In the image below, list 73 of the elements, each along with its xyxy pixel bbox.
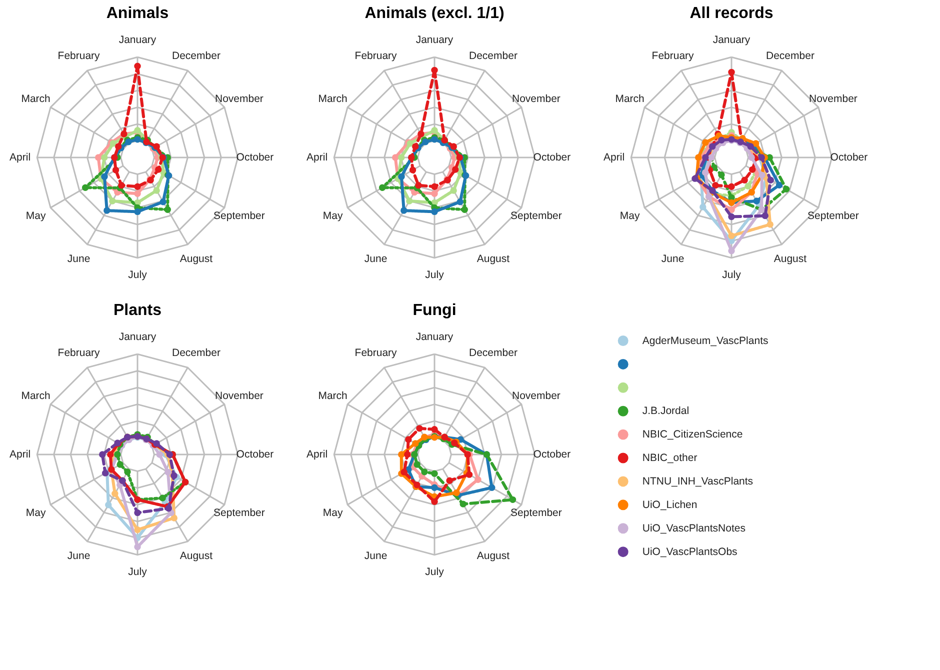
spoke-label: January: [712, 34, 751, 46]
spoke-label: May: [322, 507, 344, 520]
legend-label: J.B.Jordal: [642, 405, 690, 418]
spoke-label: January: [416, 331, 454, 344]
spoke-label: April: [10, 448, 31, 460]
spoke-label: April: [306, 448, 328, 460]
spoke-label: September: [214, 507, 266, 520]
spoke-label: February: [58, 50, 101, 62]
legend-label: NBIC_other: [642, 452, 698, 464]
spoke-label: May: [322, 210, 344, 222]
spoke-label: October: [236, 448, 274, 460]
spoke-label: February: [652, 50, 695, 62]
spoke-label: January: [118, 331, 157, 344]
spoke-label: December: [172, 50, 221, 62]
legend-label: AgderMuseum_VascPlants: [642, 334, 768, 347]
spoke-label: February: [354, 50, 398, 62]
chart-title: All records: [690, 5, 774, 22]
spoke-label: December: [469, 346, 518, 359]
spoke-label: July: [425, 566, 445, 578]
spoke-label: November: [512, 390, 561, 402]
spoke-label: January: [416, 34, 454, 46]
spoke-label: December: [766, 50, 815, 62]
spoke-label: July: [128, 566, 148, 578]
chart-title: Fungi: [412, 302, 456, 319]
spoke-label: July: [425, 268, 445, 281]
legend-label: NBIC_CitizenScience: [642, 428, 743, 441]
spoke-label: June: [67, 550, 90, 562]
legend-label: UiO_Lichen: [642, 498, 698, 511]
spoke-label: February: [354, 346, 398, 359]
spoke-label: September: [214, 210, 266, 222]
spoke-label: April: [306, 152, 328, 164]
chart-title: Animals: [106, 5, 169, 22]
spoke-label: August: [180, 550, 213, 562]
legend-label: UiO_VascPlantsNotes: [642, 522, 746, 534]
spoke-label: January: [118, 34, 157, 46]
spoke-label: August: [476, 253, 510, 266]
spoke-label: May: [620, 210, 640, 222]
spoke-label: December: [172, 346, 221, 359]
spoke-label: December: [469, 50, 518, 62]
chart-title: Animals (excl. 1/1): [364, 5, 504, 22]
legend-label: NTNU_INH_VascPlants: [642, 475, 754, 488]
spoke-label: November: [214, 390, 264, 402]
spoke-label: September: [510, 210, 562, 222]
spoke-label: July: [722, 268, 742, 281]
spoke-label: February: [58, 346, 101, 359]
spoke-label: June: [661, 253, 684, 266]
spoke-label: August: [476, 550, 510, 562]
legend-label: UiO_VascPlantsObs: [642, 546, 738, 558]
spoke-label: July: [128, 268, 148, 281]
spoke-label: October: [533, 152, 572, 164]
spoke-label: April: [10, 152, 31, 164]
spoke-label: March: [21, 92, 51, 105]
spoke-label: March: [615, 92, 645, 105]
spoke-label: June: [364, 550, 388, 562]
spoke-label: May: [26, 210, 46, 222]
spoke-label: March: [21, 390, 51, 402]
spoke-label: September: [808, 210, 860, 222]
spoke-label: October: [533, 448, 572, 460]
spoke-label: October: [830, 152, 868, 164]
spoke-label: March: [318, 92, 348, 105]
spoke-label: May: [26, 507, 46, 520]
chart-title: Plants: [113, 302, 162, 319]
spoke-label: November: [808, 92, 858, 105]
spoke-label: September: [510, 507, 562, 520]
spoke-label: August: [180, 253, 213, 266]
spoke-label: November: [214, 92, 264, 105]
spoke-label: June: [67, 253, 90, 266]
spoke-label: November: [512, 92, 561, 105]
spoke-label: October: [236, 152, 274, 164]
spoke-label: March: [318, 390, 348, 402]
spoke-label: June: [364, 253, 388, 266]
spoke-label: August: [774, 253, 807, 266]
spoke-label: April: [604, 152, 625, 164]
